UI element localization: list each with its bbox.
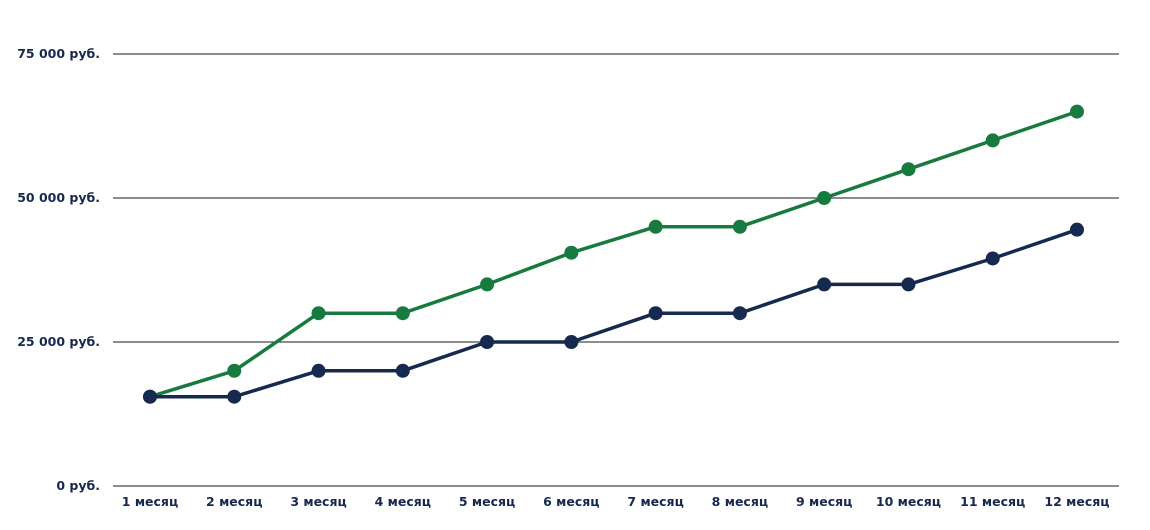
data-point <box>564 245 579 260</box>
data-point <box>311 306 326 321</box>
data-point <box>901 277 916 292</box>
y-tick-label: 25 000 руб. <box>17 334 100 349</box>
x-tick-label: 3 месяц <box>290 494 346 509</box>
x-tick-label: 4 месяц <box>375 494 431 509</box>
data-point <box>985 133 1000 148</box>
data-point <box>227 389 242 404</box>
data-point <box>143 389 157 404</box>
grid-lines <box>113 53 1119 487</box>
series-0 <box>143 104 1084 404</box>
data-point <box>985 251 1000 266</box>
x-tick-label: 7 месяц <box>627 494 683 509</box>
x-tick-label: 11 месяц <box>960 494 1025 509</box>
data-point <box>732 306 747 321</box>
x-tick-label: 2 месяц <box>206 494 262 509</box>
x-tick-label: 10 месяц <box>876 494 941 509</box>
x-tick-label: 8 месяц <box>712 494 768 509</box>
data-point <box>395 306 410 321</box>
y-tick-label: 75 000 руб. <box>17 46 100 61</box>
series-line <box>148 227 1079 399</box>
data-point <box>395 363 410 378</box>
data-point <box>732 219 747 234</box>
data-point <box>480 277 495 292</box>
data-point <box>648 306 663 321</box>
x-tick-label: 12 месяц <box>1044 494 1109 509</box>
data-point <box>648 219 663 234</box>
y-axis-tick-labels: 0 руб. 25 000 руб. 50 000 руб. 75 000 руб. <box>17 46 100 493</box>
data-point <box>817 191 832 205</box>
x-tick-label: 9 месяц <box>796 494 852 509</box>
data-point <box>480 335 495 349</box>
series-line <box>148 109 1079 399</box>
data-point <box>901 162 916 177</box>
x-tick-label: 1 месяц <box>122 494 178 509</box>
data-point <box>564 335 579 349</box>
x-tick-label: 6 месяц <box>543 494 599 509</box>
series-lines <box>143 104 1084 404</box>
y-tick-label: 0 руб. <box>56 478 100 493</box>
data-point <box>227 363 242 378</box>
data-point <box>1070 222 1084 237</box>
series-1 <box>143 222 1084 404</box>
x-axis-tick-labels: 1 месяц 2 месяц 3 месяц 4 месяц 5 месяц 6 мес… <box>122 494 1110 509</box>
x-tick-label: 5 месяц <box>459 494 515 509</box>
data-point <box>1070 104 1084 119</box>
data-point <box>311 363 326 378</box>
y-tick-label: 50 000 руб. <box>17 190 100 205</box>
data-point <box>817 277 832 292</box>
